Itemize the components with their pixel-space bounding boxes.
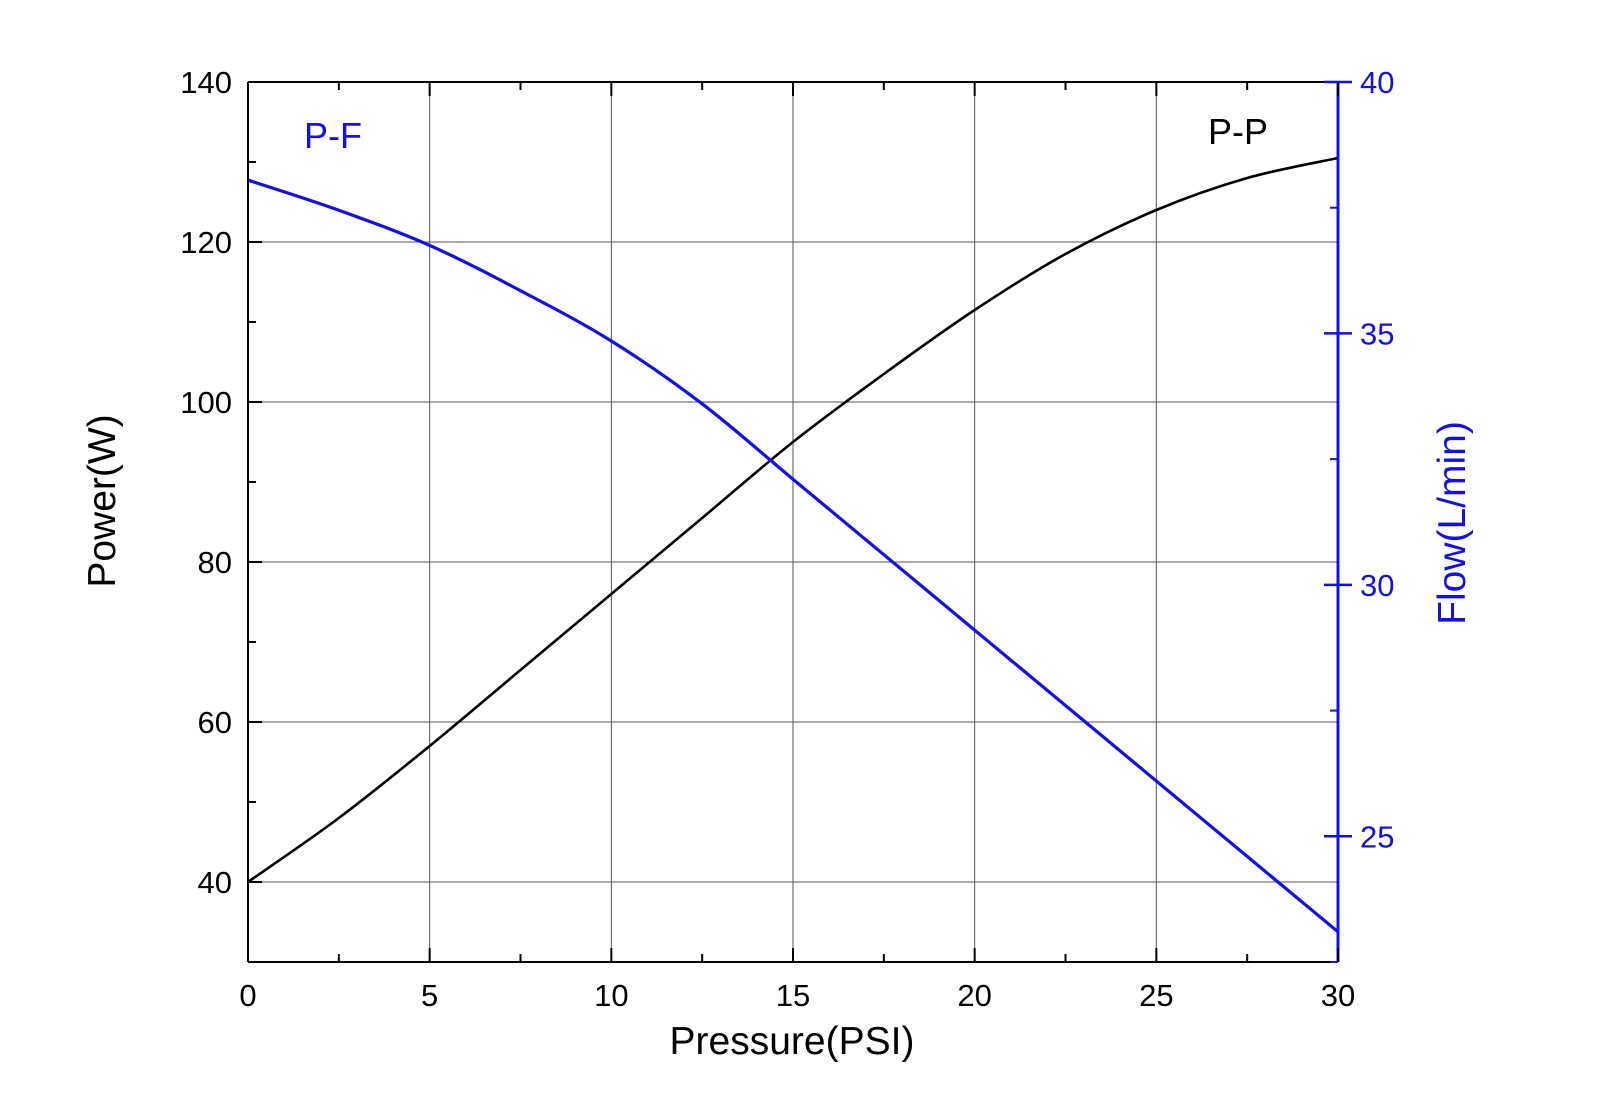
y-tick-label: 120 bbox=[180, 225, 232, 260]
y-tick-label: 40 bbox=[198, 865, 232, 900]
x-axis-title: Pressure(PSI) bbox=[670, 1020, 915, 1063]
series-line-p-f bbox=[247, 178, 1340, 934]
series-line-p-p bbox=[247, 156, 1339, 884]
y2-tick-label: 35 bbox=[1360, 316, 1394, 351]
series-layer bbox=[247, 156, 1340, 934]
labels: 0 5 10 15 20 25 30 40 60 80 100 120 140 25 30 35 40 bbox=[180, 65, 1394, 1013]
grid bbox=[248, 82, 1338, 962]
x-tick-label: 20 bbox=[957, 978, 991, 1013]
y-tick-label: 100 bbox=[180, 385, 232, 420]
x-tick-label: 5 bbox=[421, 978, 438, 1013]
y-tick-label: 80 bbox=[198, 545, 232, 580]
y-tick-label: 60 bbox=[198, 705, 232, 740]
x-tick-label: 0 bbox=[239, 978, 256, 1013]
axes bbox=[247, 80, 1352, 963]
y2-tick-label: 30 bbox=[1360, 568, 1394, 603]
y2-axis-title: Flow(L/min) bbox=[1431, 421, 1474, 625]
x-tick-label: 30 bbox=[1321, 978, 1355, 1013]
x-tick-label: 25 bbox=[1139, 978, 1173, 1013]
x-tick-label: 15 bbox=[776, 978, 810, 1013]
series-label-p-f: P-F bbox=[304, 115, 362, 156]
y-tick-label: 140 bbox=[180, 65, 232, 100]
y2-tick-label: 25 bbox=[1360, 819, 1394, 854]
x-tick-label: 10 bbox=[594, 978, 628, 1013]
y-axis-title: Power(W) bbox=[81, 414, 124, 587]
series-label-p-p: P-P bbox=[1208, 111, 1268, 152]
y2-tick-label: 40 bbox=[1360, 65, 1394, 100]
